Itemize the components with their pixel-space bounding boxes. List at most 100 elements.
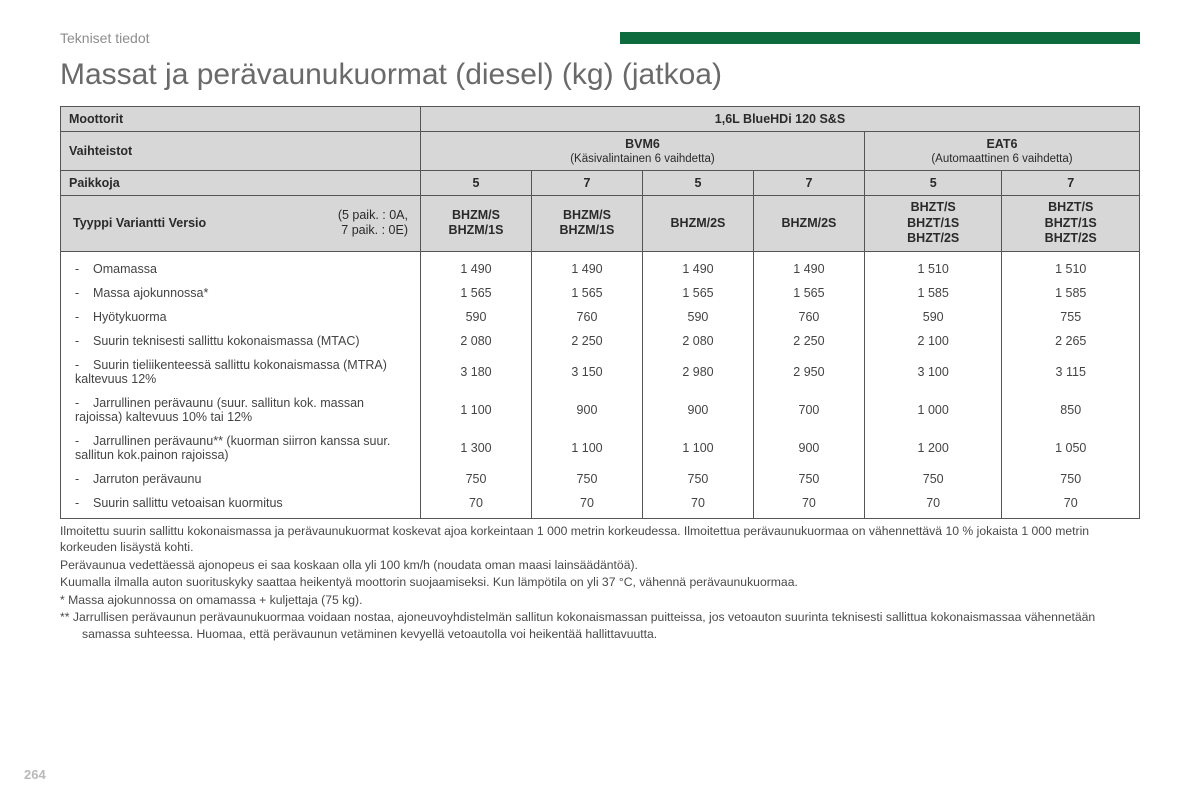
data-cell: 850: [1002, 391, 1140, 429]
data-cell: 1 565: [531, 281, 642, 305]
footnote-line: Perävaunua vedettäessä ajonopeus ei saa …: [60, 557, 1140, 573]
data-cell: 1 490: [642, 251, 753, 281]
header-paikkoja: Paikkoja: [61, 171, 421, 196]
row-label: -Suurin tieliikenteessä sallittu kokonai…: [61, 353, 421, 391]
page-title: Massat ja perävaunukuormat (diesel) (kg)…: [60, 58, 1140, 92]
data-cell: 590: [642, 305, 753, 329]
data-cell: 1 490: [421, 251, 532, 281]
data-cell: 1 100: [642, 429, 753, 467]
row-label: -Omamassa: [61, 251, 421, 281]
data-cell: 3 100: [864, 353, 1002, 391]
type-label-right: (5 paik. : 0A,7 paik. : 0E): [338, 208, 408, 239]
row-label: -Jarrullinen perävaunu** (kuorman siirro…: [61, 429, 421, 467]
seat-5: 7: [1002, 171, 1140, 196]
data-cell: 1 300: [421, 429, 532, 467]
data-cell: 900: [531, 391, 642, 429]
type-label-left: Tyyppi Variantti Versio: [73, 216, 206, 232]
header-bvm6: BVM6 (Käsivalintainen 6 vaihdetta): [421, 132, 865, 171]
data-cell: 590: [421, 305, 532, 329]
data-cell: 1 490: [531, 251, 642, 281]
header-engine: 1,6L BlueHDi 120 S&S: [421, 107, 1140, 132]
header-row: Tekniset tiedot: [60, 30, 1140, 46]
seat-0: 5: [421, 171, 532, 196]
data-cell: 590: [864, 305, 1002, 329]
data-cell: 1 565: [642, 281, 753, 305]
data-cell: 1 200: [864, 429, 1002, 467]
type-4: BHZT/SBHZT/1SBHZT/2S: [864, 196, 1002, 252]
data-cell: 70: [753, 491, 864, 519]
data-cell: 2 250: [753, 329, 864, 353]
eat6-label: EAT6: [986, 137, 1017, 151]
data-cell: 750: [753, 467, 864, 491]
footnote-line: Ilmoitettu suurin sallittu kokonaismassa…: [60, 523, 1140, 556]
data-cell: 1 565: [421, 281, 532, 305]
footnote-line: ** Jarrullisen perävaunun perävaunukuorm…: [60, 609, 1140, 642]
data-cell: 3 150: [531, 353, 642, 391]
page-number: 264: [24, 767, 46, 782]
data-cell: 1 585: [864, 281, 1002, 305]
row-label: -Jarruton perävaunu: [61, 467, 421, 491]
footnote-line: Kuumalla ilmalla auton suorituskyky saat…: [60, 574, 1140, 590]
data-cell: 70: [642, 491, 753, 519]
footnote-line: * Massa ajokunnossa on omamassa + kuljet…: [60, 592, 1140, 608]
data-cell: 3 115: [1002, 353, 1140, 391]
data-cell: 2 950: [753, 353, 864, 391]
data-cell: 750: [864, 467, 1002, 491]
data-cell: 1 565: [753, 281, 864, 305]
data-cell: 755: [1002, 305, 1140, 329]
data-cell: 1 100: [531, 429, 642, 467]
data-cell: 2 250: [531, 329, 642, 353]
type-2: BHZM/2S: [642, 196, 753, 252]
seat-2: 5: [642, 171, 753, 196]
data-cell: 70: [1002, 491, 1140, 519]
data-cell: 750: [642, 467, 753, 491]
data-cell: 750: [421, 467, 532, 491]
data-cell: 2 100: [864, 329, 1002, 353]
row-label: -Jarrullinen perävaunu (suur. sallitun k…: [61, 391, 421, 429]
data-cell: 3 180: [421, 353, 532, 391]
data-cell: 1 585: [1002, 281, 1140, 305]
header-vaihteistot: Vaihteistot: [61, 132, 421, 171]
data-cell: 1 510: [864, 251, 1002, 281]
data-cell: 1 510: [1002, 251, 1140, 281]
type-1: BHZM/SBHZM/1S: [531, 196, 642, 252]
header-type: Tyyppi Variantti Versio (5 paik. : 0A,7 …: [61, 196, 421, 252]
data-cell: 2 980: [642, 353, 753, 391]
header-eat6: EAT6 (Automaattinen 6 vaihdetta): [864, 132, 1139, 171]
data-cell: 750: [531, 467, 642, 491]
section-label: Tekniset tiedot: [60, 30, 150, 46]
data-cell: 70: [531, 491, 642, 519]
type-0: BHZM/SBHZM/1S: [421, 196, 532, 252]
data-cell: 900: [642, 391, 753, 429]
data-cell: 70: [421, 491, 532, 519]
data-cell: 2 080: [642, 329, 753, 353]
seat-4: 5: [864, 171, 1002, 196]
data-cell: 1 000: [864, 391, 1002, 429]
data-cell: 760: [753, 305, 864, 329]
bvm6-sub: (Käsivalintainen 6 vaihdetta): [570, 153, 714, 165]
accent-bar: [620, 32, 1140, 44]
seat-1: 7: [531, 171, 642, 196]
data-cell: 1 050: [1002, 429, 1140, 467]
data-cell: 760: [531, 305, 642, 329]
row-label: -Hyötykuorma: [61, 305, 421, 329]
footnotes: Ilmoitettu suurin sallittu kokonaismassa…: [60, 523, 1140, 642]
seat-3: 7: [753, 171, 864, 196]
type-5: BHZT/SBHZT/1SBHZT/2S: [1002, 196, 1140, 252]
data-cell: 1 100: [421, 391, 532, 429]
data-cell: 2 080: [421, 329, 532, 353]
header-moottorit: Moottorit: [61, 107, 421, 132]
spec-table: Moottorit 1,6L BlueHDi 120 S&S Vaihteist…: [60, 106, 1140, 519]
data-cell: 2 265: [1002, 329, 1140, 353]
row-label: -Massa ajokunnossa*: [61, 281, 421, 305]
data-cell: 1 490: [753, 251, 864, 281]
row-label: -Suurin teknisesti sallittu kokonaismass…: [61, 329, 421, 353]
type-3: BHZM/2S: [753, 196, 864, 252]
data-cell: 900: [753, 429, 864, 467]
eat6-sub: (Automaattinen 6 vaihdetta): [931, 153, 1072, 165]
data-cell: 700: [753, 391, 864, 429]
row-label: -Suurin sallittu vetoaisan kuormitus: [61, 491, 421, 519]
data-cell: 70: [864, 491, 1002, 519]
bvm6-label: BVM6: [625, 137, 660, 151]
data-cell: 750: [1002, 467, 1140, 491]
